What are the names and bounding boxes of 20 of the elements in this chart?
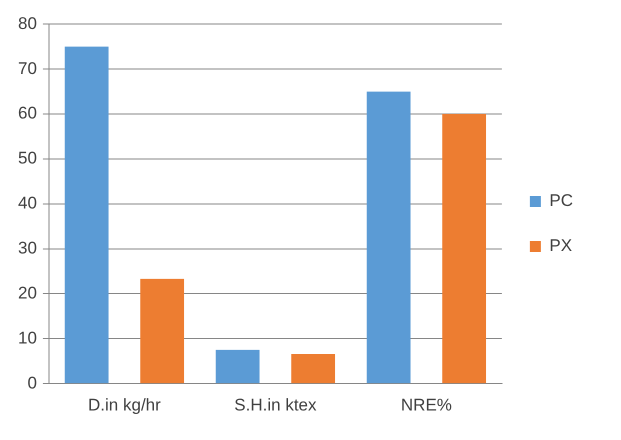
y-tick-label: 40 — [18, 194, 37, 213]
y-tick-label: 80 — [18, 14, 37, 33]
bar — [442, 114, 486, 384]
x-tick-label: D.in kg/hr — [88, 395, 162, 414]
x-tick-label: S.H.in ktex — [234, 395, 317, 414]
y-tick-label: 60 — [18, 104, 37, 123]
y-tick-label: 70 — [18, 58, 37, 78]
bar — [366, 92, 411, 384]
legend-label: PC — [549, 191, 574, 210]
y-tick-label: 10 — [18, 328, 37, 348]
legend-label: PX — [549, 236, 572, 256]
y-tick-label: 50 — [18, 148, 37, 168]
bar — [64, 46, 109, 384]
y-tick-label: 20 — [18, 283, 37, 302]
bar — [140, 278, 184, 384]
bar — [291, 354, 336, 384]
bar — [216, 350, 260, 384]
y-tick-label: 0 — [27, 373, 37, 392]
x-tick-label: NRE% — [400, 395, 452, 414]
y-tick-label: 30 — [18, 238, 37, 258]
